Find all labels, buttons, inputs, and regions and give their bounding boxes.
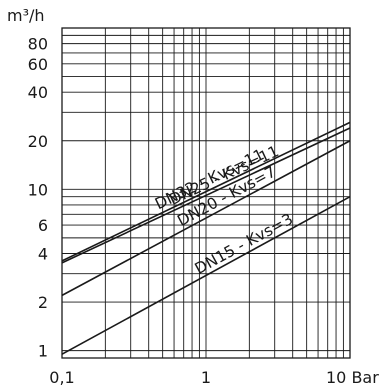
y-tick-label: 6 bbox=[38, 216, 48, 235]
y-tick-label: 1 bbox=[38, 342, 48, 361]
series-lines bbox=[61, 121, 351, 355]
y-tick-label: 60 bbox=[28, 55, 48, 74]
plot-frame bbox=[61, 27, 351, 359]
y-tick-label: 40 bbox=[28, 83, 48, 102]
y-tick-label: 10 bbox=[28, 180, 48, 199]
grid bbox=[62, 28, 350, 358]
series-label: DN15 - Kvs=3 bbox=[192, 210, 296, 278]
y-tick-label: 80 bbox=[28, 35, 48, 54]
series-line bbox=[61, 127, 351, 264]
y-tick-label: 4 bbox=[38, 245, 48, 264]
x-tick-label: 0,1 bbox=[49, 368, 74, 387]
y-axis-unit-label: m³/h bbox=[7, 6, 45, 25]
x-tick-label: 10 Bar bbox=[326, 368, 379, 387]
x-axis-tick-labels: 0,1 1 10 Bar bbox=[49, 368, 379, 387]
series-line bbox=[61, 140, 351, 297]
y-tick-label: 2 bbox=[38, 293, 48, 312]
series-line bbox=[61, 121, 351, 262]
x-tick-label: 1 bbox=[201, 368, 211, 387]
y-tick-label: 20 bbox=[28, 132, 48, 151]
series-line bbox=[61, 195, 351, 355]
